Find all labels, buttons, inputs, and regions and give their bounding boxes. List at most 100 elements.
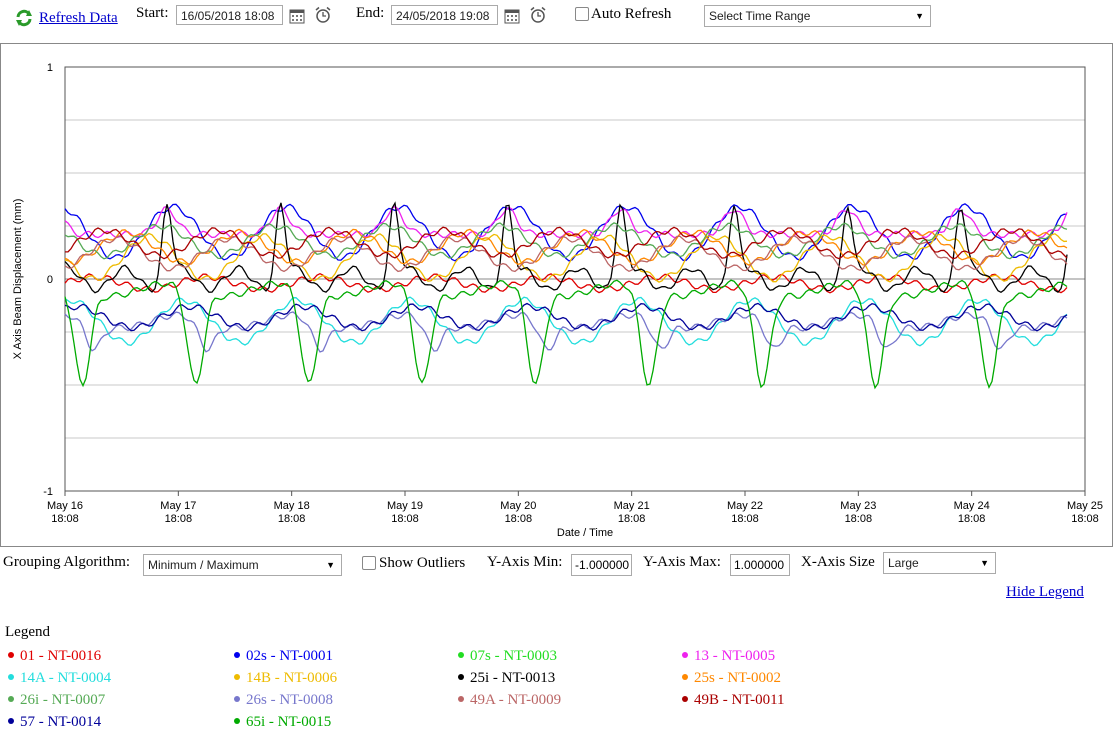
series-line [64, 296, 1068, 347]
legend-item-label: 26s - NT-0008 [246, 692, 333, 708]
legend-color-dot [8, 673, 14, 680]
show-outliers-label: Show Outliers [379, 555, 466, 571]
legend-item-label: 25s - NT-0002 [694, 670, 781, 686]
x-tick-label: May 17 [160, 500, 196, 512]
x-tick-label: 18:08 [391, 513, 419, 525]
end-label: End: [356, 5, 385, 21]
x-tick-label: May 19 [387, 500, 423, 512]
legend-item[interactable]: 14A - NT-0004 [8, 670, 111, 687]
grouping-algorithm-select[interactable]: Minimum / Maximum ▼ [143, 554, 342, 576]
legend-item[interactable]: 13 - NT-0005 [682, 648, 775, 665]
start-label: Start: [136, 5, 169, 21]
series-line [64, 302, 1068, 332]
legend-item[interactable]: 25s - NT-0002 [682, 670, 781, 687]
x-tick-label: May 25 [1067, 500, 1103, 512]
legend-item[interactable]: 14B - NT-0006 [234, 670, 337, 687]
legend-item[interactable]: 26i - NT-0007 [8, 692, 105, 709]
legend-color-dot [234, 695, 240, 702]
y-axis-max-label: Y-Axis Max: [643, 554, 721, 570]
legend-item-label: 25i - NT-0013 [470, 670, 556, 686]
legend-color-dot [682, 695, 688, 702]
grouping-algorithm-label: Grouping Algorithm: [3, 554, 131, 570]
x-tick-label: May 16 [47, 500, 83, 512]
x-tick-label: 18:08 [958, 513, 986, 525]
chevron-down-icon: ▼ [980, 558, 989, 568]
x-tick-label: 18:08 [165, 513, 193, 525]
time-range-select[interactable]: Select Time Range ▼ [704, 5, 931, 27]
refresh-data-label[interactable]: Refresh Data [39, 10, 118, 26]
legend-item-label: 01 - NT-0016 [20, 648, 102, 664]
legend-item-label: 65i - NT-0015 [246, 714, 332, 730]
calendar-icon[interactable] [288, 7, 306, 25]
show-outliers-checkbox[interactable] [362, 556, 376, 570]
x-tick-label: 18:08 [51, 513, 79, 525]
legend-item-label: 14A - NT-0004 [20, 670, 112, 686]
legend-color-dot [8, 717, 14, 724]
legend-color-dot [458, 651, 464, 658]
legend-item[interactable]: 65i - NT-0015 [234, 714, 331, 731]
time-range-value: Select Time Range [709, 9, 811, 23]
legend-item-label: 13 - NT-0005 [694, 648, 776, 664]
legend-item-label: 57 - NT-0014 [20, 714, 102, 730]
legend-item[interactable]: 49A - NT-0009 [458, 692, 561, 709]
x-axis-size-select[interactable]: Large ▼ [883, 552, 996, 574]
x-tick-label: May 24 [954, 500, 990, 512]
x-tick-label: May 22 [727, 500, 763, 512]
legend-item[interactable]: 07s - NT-0003 [458, 648, 557, 665]
auto-refresh-label: Auto Refresh [591, 6, 672, 22]
auto-refresh-checkbox[interactable] [575, 7, 589, 21]
start-date-input[interactable]: 16/05/2018 18:08 [176, 5, 283, 25]
legend-item[interactable]: 26s - NT-0008 [234, 692, 333, 709]
x-tick-label: 18:08 [1071, 513, 1099, 525]
legend-color-dot [682, 673, 688, 680]
y-axis-max-input[interactable]: 1.000000 [730, 554, 790, 576]
grouping-algorithm-value: Minimum / Maximum [148, 558, 259, 572]
legend-color-dot [458, 673, 464, 680]
y-axis-min-input[interactable]: -1.000000 [571, 554, 632, 576]
legend-item-label: 26i - NT-0007 [20, 692, 106, 708]
series-line [64, 279, 1068, 390]
legend-item-label: 14B - NT-0006 [246, 670, 338, 686]
series-line [64, 203, 1067, 262]
x-axis-label: Date / Time [557, 527, 613, 539]
legend-item[interactable]: 49B - NT-0011 [682, 692, 785, 709]
alarm-clock-icon[interactable] [314, 6, 332, 24]
y-tick-label: -1 [43, 486, 53, 498]
series-line [64, 234, 1068, 273]
legend-item-label: 49A - NT-0009 [470, 692, 562, 708]
series-line [64, 222, 1068, 260]
legend-item[interactable]: 25i - NT-0013 [458, 670, 555, 687]
calendar-icon[interactable] [503, 7, 521, 25]
alarm-clock-icon[interactable] [529, 6, 547, 24]
legend-color-dot [458, 695, 464, 702]
x-tick-label: 18:08 [618, 513, 646, 525]
y-tick-label: 1 [47, 62, 53, 74]
legend-color-dot [8, 651, 14, 658]
legend-item-label: 02s - NT-0001 [246, 648, 333, 664]
chevron-down-icon: ▼ [326, 560, 335, 570]
chart-frame: 1 0 -1 May 16 18:08 May 17 18:08 May 18 18:08 May… [0, 43, 1113, 547]
legend-color-dot [234, 673, 240, 680]
x-tick-label: 18:08 [505, 513, 533, 525]
end-date-input[interactable]: 24/05/2018 19:08 [391, 5, 498, 25]
legend-item[interactable]: 57 - NT-0014 [8, 714, 101, 731]
y-axis-min-label: Y-Axis Min: [487, 554, 563, 570]
y-tick-label: 0 [47, 274, 53, 286]
legend-title: Legend [5, 624, 50, 640]
y-axis-label: X Axis Beam Displacement (mm) [12, 199, 24, 360]
x-tick-label: May 21 [614, 500, 650, 512]
x-tick-label: May 23 [840, 500, 876, 512]
series-line [64, 232, 1068, 283]
legend-item[interactable]: 01 - NT-0016 [8, 648, 101, 665]
x-tick-label: 18:08 [731, 513, 759, 525]
series-line [64, 272, 1068, 294]
chevron-down-icon: ▼ [915, 11, 924, 21]
x-tick-label: May 20 [500, 500, 536, 512]
hide-legend-link[interactable]: Hide Legend [1006, 584, 1084, 600]
x-axis-size-label: X-Axis Size [801, 554, 875, 570]
refresh-icon [16, 9, 32, 27]
legend-item[interactable]: 02s - NT-0001 [234, 648, 333, 665]
legend-color-dot [234, 717, 240, 724]
legend-color-dot [234, 651, 240, 658]
